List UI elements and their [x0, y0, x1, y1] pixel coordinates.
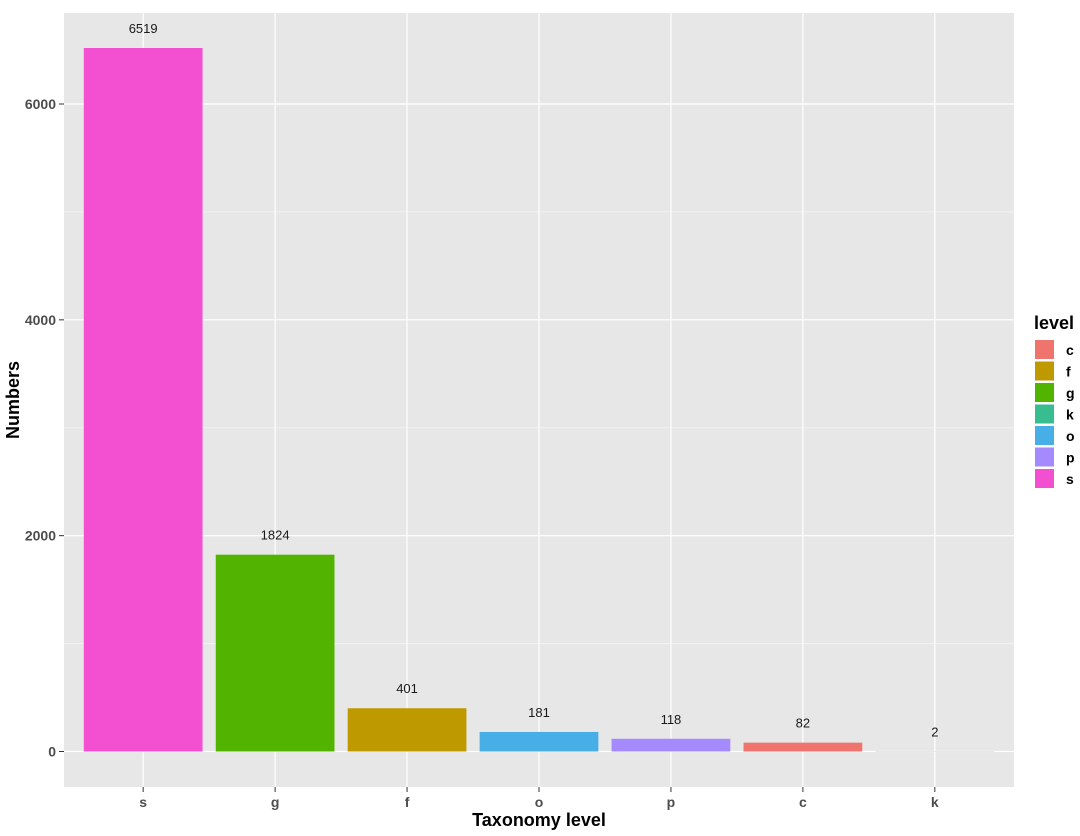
data-label-o: 181	[528, 705, 550, 720]
data-label-g: 1824	[261, 528, 290, 543]
data-label-f: 401	[396, 681, 418, 696]
x-tick-label: c	[799, 794, 807, 810]
legend-label-f: f	[1066, 364, 1071, 380]
y-tick-label: 4000	[25, 312, 56, 328]
y-tick-label: 0	[48, 744, 56, 760]
bar-o	[480, 732, 599, 752]
legend-swatch-o	[1035, 426, 1054, 445]
legend-label-p: p	[1066, 450, 1075, 466]
x-axis-title: Taxonomy level	[472, 810, 606, 830]
x-tick-label: k	[931, 794, 939, 810]
data-label-p: 118	[661, 712, 682, 727]
x-tick-label: g	[271, 794, 280, 810]
legend-label-o: o	[1066, 428, 1075, 444]
legend-label-k: k	[1066, 407, 1074, 423]
bar-s	[84, 48, 203, 752]
data-label-k: 2	[931, 724, 938, 739]
y-tick-label: 6000	[25, 96, 56, 112]
x-tick-label: f	[405, 794, 410, 810]
legend-label-g: g	[1066, 385, 1075, 401]
x-tick-label: p	[667, 794, 676, 810]
bar-c	[744, 743, 863, 752]
legend-swatch-s	[1035, 469, 1054, 488]
bar-f	[348, 708, 467, 751]
legend-swatch-p	[1035, 448, 1054, 467]
x-tick-label: o	[535, 794, 544, 810]
y-axis-title: Numbers	[3, 361, 23, 439]
y-tick-label: 2000	[25, 528, 56, 544]
legend-swatch-c	[1035, 340, 1054, 359]
legend-title: level	[1034, 313, 1074, 333]
legend-label-c: c	[1066, 342, 1074, 358]
x-tick-label: s	[139, 794, 147, 810]
data-label-c: 82	[796, 716, 810, 731]
data-label-s: 6519	[129, 21, 158, 36]
bar-p	[612, 739, 731, 752]
legend-label-s: s	[1066, 471, 1074, 487]
bar-g	[216, 555, 335, 752]
legend-swatch-k	[1035, 405, 1054, 424]
legend-swatch-f	[1035, 362, 1054, 381]
legend-swatch-g	[1035, 383, 1054, 402]
y-axis: 0 2000 4000 6000	[25, 96, 64, 760]
